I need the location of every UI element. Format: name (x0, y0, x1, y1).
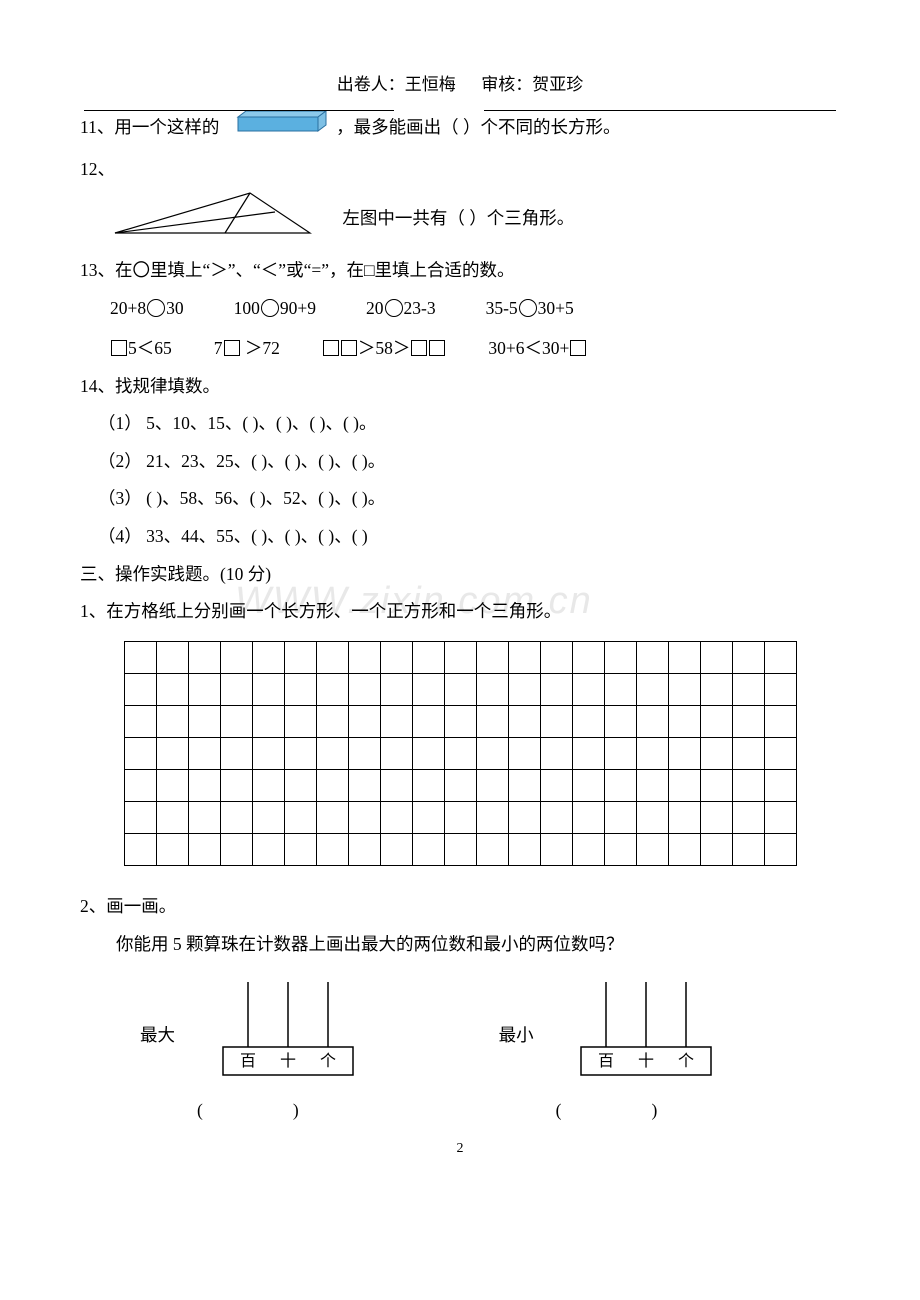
expr: 30+6＜30+ (488, 335, 587, 360)
divider (84, 110, 394, 111)
expr: 20+830 (110, 298, 184, 319)
q14-item: （1） 5、10、15、( )、( )、( )、( )。 (80, 405, 840, 443)
expr: 35-530+5 (486, 298, 574, 319)
page-number: 2 (80, 1141, 840, 1157)
header: 出卷人：王恒梅 审核：贺亚珍 (80, 70, 840, 95)
section3-title: 三、操作实践题。(10 分) (80, 556, 840, 594)
expr: 5＜65 (110, 335, 172, 360)
cuboid-icon (228, 107, 328, 151)
q12-num: 12、 (80, 151, 840, 189)
q14-title: 14、找规律填数。 (80, 368, 840, 406)
expr: ＞58＞ (322, 335, 447, 360)
paren: () (187, 1100, 389, 1121)
place-hundred: 百 (598, 1053, 614, 1070)
divider (484, 110, 836, 111)
q11-post: ，最多能画出（ ）个不同的长方形。 (336, 117, 620, 137)
place-ten: 十 (280, 1052, 296, 1070)
place-one: 个 (320, 1052, 336, 1070)
q3-1: 1、在方格纸上分别画一个长方形、一个正方形和一个三角形。 (80, 593, 840, 631)
drawing-grid (124, 641, 797, 866)
q3-2: 2、画一画。 (80, 888, 840, 926)
q14-item: （4） 33、44、55、( )、( )、( )、( ) (80, 518, 840, 556)
abacus-min: 百 十 个 () (546, 977, 748, 1121)
expr: 10090+9 (234, 298, 316, 319)
author-label: 出卷人： (337, 75, 405, 94)
place-ten: 十 (638, 1052, 654, 1070)
min-label: 最小 (499, 1022, 534, 1047)
q12: 左图中一共有（ ）个三角形。 (80, 188, 840, 252)
q12-caption: 左图中一共有（ ）个三角形。 (342, 208, 574, 228)
q13-prompt: 13、在〇里填上“＞”、“＜”或“=”，在□里填上合适的数。 (80, 252, 840, 290)
reviewer-name: 贺亚珍 (532, 75, 583, 94)
q13-row2: 5＜65 7 ＞72 ＞58＞ 30+6＜30+ (80, 327, 840, 368)
reviewer-label: 审核： (481, 75, 532, 94)
place-hundred: 百 (240, 1053, 256, 1070)
author-name: 王恒梅 (405, 75, 456, 94)
q14-item: （2） 21、23、25、( )、( )、( )、( )。 (80, 443, 840, 481)
max-label: 最大 (140, 1022, 175, 1047)
q3-2-sub: 你能用 5 颗算珠在计数器上画出最大的两位数和最小的两位数吗？ (80, 926, 840, 964)
q11: 11、用一个这样的 ，最多能画出（ ）个不同的长方形。 (80, 107, 840, 151)
abacus-row: 最大 百 十 个 () 最小 (80, 977, 840, 1121)
paren: () (546, 1100, 748, 1121)
abacus-max: 百 十 个 () (187, 977, 389, 1121)
q13-row1: 20+830 10090+9 2023-3 35-530+5 (80, 290, 840, 327)
expr: 7 ＞72 (214, 335, 280, 360)
place-one: 个 (678, 1052, 694, 1070)
q14-item: （3） ( )、58、56、( )、52、( )、( )。 (80, 480, 840, 518)
expr: 2023-3 (366, 298, 436, 319)
triangle-icon (110, 188, 320, 252)
q11-pre: 11、用一个这样的 (80, 117, 219, 137)
